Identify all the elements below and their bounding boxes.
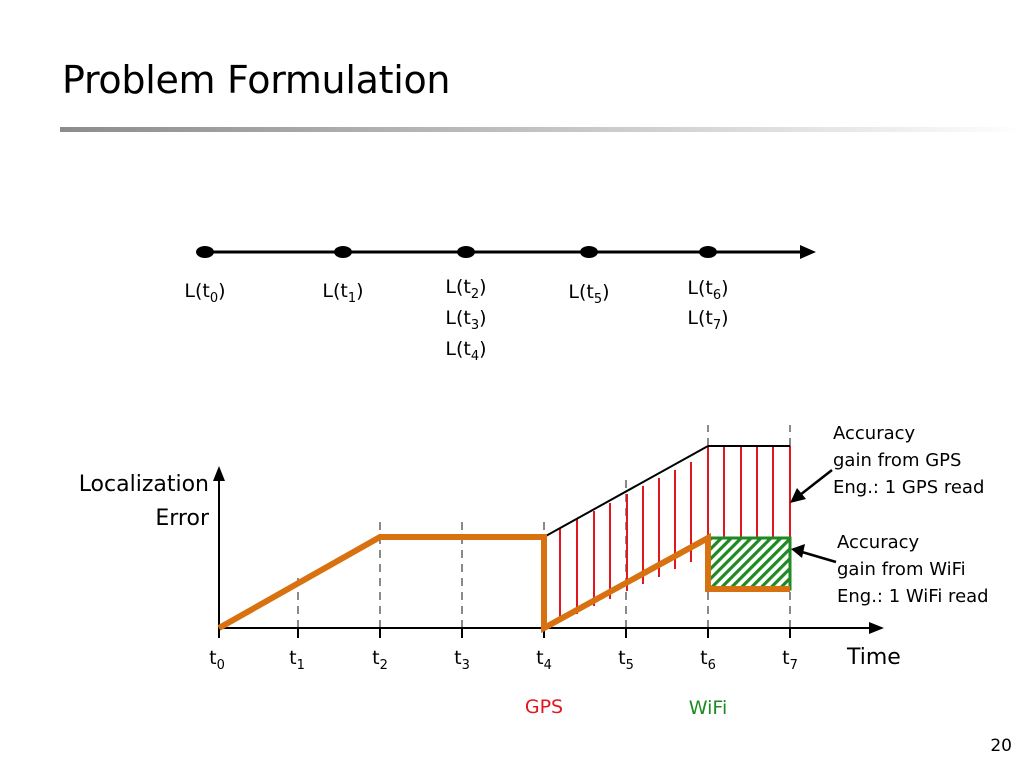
tick-label-t6: t6	[700, 647, 716, 673]
location-dot-t1	[334, 246, 352, 258]
tick-label-t7: t7	[782, 647, 798, 673]
gps-annotation-line2: gain from GPS	[833, 450, 961, 471]
gps-arrow-shaft	[799, 469, 833, 496]
tick-label-t3: t3	[454, 647, 470, 673]
gps-annotation-line1: Accuracy	[833, 423, 916, 444]
location-labels: L(t0) L(t1) L(t2) L(t3) L(t4) L(t5) L(t6…	[184, 276, 728, 364]
tick-label-t2: t2	[372, 647, 388, 673]
location-label-t3: L(t3)	[445, 307, 486, 333]
gps-annotation: Accuracy gain from GPS Eng.: 1 GPS read	[833, 423, 984, 498]
title-divider	[60, 127, 1024, 132]
no-gps-error-slope	[543, 445, 709, 538]
localization-error-curve	[217, 532, 790, 634]
location-dot-t6	[699, 246, 717, 258]
wifi-gain-region	[706, 536, 792, 591]
location-label-t1: L(t1)	[322, 280, 363, 306]
tick-label-t4: t4	[536, 647, 552, 673]
location-label-t0: L(t0)	[184, 280, 225, 306]
wifi-annotation-line3: Eng.: 1 WiFi read	[837, 586, 989, 607]
location-timeline	[196, 245, 816, 259]
location-label-t2: L(t2)	[445, 276, 486, 302]
wifi-label: WiFi	[689, 697, 727, 719]
y-axis-label-line2: Error	[155, 506, 210, 531]
tick-labels: t0 t1 t2 t3 t4 t5 t6 t7	[209, 647, 798, 673]
location-dot-t2	[457, 246, 475, 258]
location-label-t7: L(t7)	[687, 307, 728, 333]
y-axis-label: Localization Error	[79, 472, 210, 531]
wifi-arrow-shaft	[801, 550, 837, 564]
x-axis-ticks	[218, 628, 791, 638]
wifi-annotation: Accuracy gain from WiFi Eng.: 1 WiFi rea…	[837, 532, 989, 607]
x-axis-label: Time	[846, 645, 901, 670]
location-label-t6: L(t6)	[687, 277, 728, 303]
gps-label: GPS	[525, 696, 563, 718]
gps-gain-region	[559, 446, 791, 621]
location-dot-t5	[580, 246, 598, 258]
slide-title: Problem Formulation	[62, 58, 451, 102]
gps-annotation-arrow	[790, 469, 833, 503]
gps-arrow-head	[790, 488, 806, 503]
wifi-annotation-line2: gain from WiFi	[837, 559, 966, 580]
gps-less-error-path	[543, 445, 790, 538]
tick-label-t1: t1	[289, 647, 305, 673]
wifi-arrow-head	[791, 544, 805, 558]
location-dot-t0	[196, 246, 214, 258]
wifi-annotation-line1: Accuracy	[837, 532, 920, 553]
location-label-t4: L(t4)	[445, 338, 486, 364]
y-axis-arrowhead	[213, 466, 225, 481]
location-label-t5: L(t5)	[568, 281, 609, 307]
tick-label-t0: t0	[209, 647, 225, 673]
y-axis-label-line1: Localization	[79, 472, 209, 497]
tick-label-t5: t5	[618, 647, 634, 673]
x-axis-arrowhead	[869, 622, 884, 634]
gps-annotation-line3: Eng.: 1 GPS read	[833, 477, 984, 498]
wifi-annotation-arrow	[791, 544, 837, 564]
timeline-arrowhead	[800, 245, 816, 259]
page-number: 20	[990, 736, 1012, 756]
